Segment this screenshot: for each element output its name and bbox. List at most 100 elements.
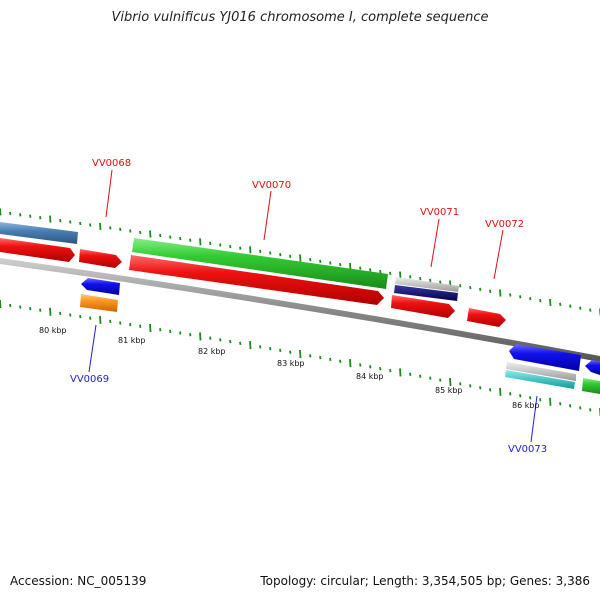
tick-mark — [9, 211, 12, 216]
tick-mark — [289, 254, 292, 258]
tick-mark — [389, 368, 392, 373]
tick-mark — [109, 319, 112, 324]
tick-mark — [359, 363, 362, 367]
tick-mark — [0, 299, 2, 309]
tick-mark — [509, 293, 512, 297]
tick-mark — [199, 238, 202, 246]
tick-mark — [339, 263, 342, 267]
cds-vv0068[interactable] — [79, 249, 122, 268]
callout-vv0071 — [430, 218, 440, 268]
gene-label-vv0071[interactable]: VV0071 — [420, 207, 459, 218]
tick-mark — [529, 297, 532, 301]
gene-label-vv0069[interactable]: VV0069 — [70, 374, 109, 385]
tick-mark — [59, 311, 62, 316]
tick-mark — [229, 244, 232, 249]
tick-mark — [189, 238, 192, 242]
tick-mark — [519, 394, 522, 398]
tick-mark — [409, 275, 412, 279]
cds-vv0069-blue[interactable] — [81, 278, 120, 295]
scale-label-81kbp: 81 kbp — [118, 336, 146, 345]
scale-label-82kbp: 82 kbp — [198, 347, 226, 356]
outer-tick-marks — [0, 208, 600, 316]
tick-mark — [409, 372, 412, 376]
tick-mark — [449, 377, 452, 387]
tick-mark — [259, 345, 262, 349]
tick-mark — [179, 236, 182, 241]
tick-mark — [79, 314, 82, 319]
scale-label-86kbp: 86 kbp — [512, 401, 540, 410]
scale-label-80kbp: 80 kbp — [39, 326, 67, 335]
cds-vv0073-grey[interactable] — [506, 362, 576, 381]
gene-label-vv0070[interactable]: VV0070 — [252, 180, 291, 191]
tick-mark — [269, 346, 272, 351]
cds-red-long[interactable] — [129, 255, 384, 305]
tick-mark — [209, 241, 212, 246]
tick-mark — [99, 315, 102, 324]
tick-mark — [549, 397, 552, 406]
tick-mark — [469, 285, 472, 290]
tick-mark — [249, 341, 252, 350]
tick-mark — [49, 307, 52, 316]
cds-vv0072[interactable] — [467, 308, 506, 327]
tick-mark — [139, 230, 142, 235]
cds-red-left[interactable] — [0, 238, 75, 262]
gene-label-vv0073[interactable]: VV0073 — [508, 444, 547, 455]
cds-green-right[interactable] — [582, 378, 600, 394]
genome-backbone — [0, 258, 600, 362]
tick-mark — [489, 388, 492, 392]
cds-steelblue-left[interactable] — [0, 222, 78, 244]
cds-vv0073-cyan[interactable] — [505, 370, 575, 389]
cds-vv0070[interactable] — [132, 238, 388, 289]
gene-label-vv0068[interactable]: VV0068 — [92, 158, 131, 169]
tick-mark — [439, 280, 442, 284]
tick-mark — [329, 261, 332, 265]
tick-mark — [369, 268, 372, 272]
tick-mark — [379, 367, 382, 371]
tick-mark — [59, 218, 62, 223]
tick-mark — [109, 226, 112, 230]
tick-mark — [319, 355, 322, 360]
tick-mark — [559, 402, 562, 406]
tick-mark — [459, 284, 462, 288]
tick-mark — [289, 350, 292, 354]
tick-mark — [429, 278, 432, 283]
tick-mark — [39, 308, 42, 312]
callout-vv0072 — [493, 229, 504, 280]
tick-mark — [479, 287, 482, 292]
tick-mark — [339, 359, 342, 363]
inner-tick-marks — [0, 299, 600, 417]
tick-mark — [49, 215, 52, 223]
tick-mark — [149, 323, 152, 333]
tick-mark — [219, 243, 222, 247]
tick-mark — [539, 298, 542, 303]
gene-label-vv0072[interactable]: VV0072 — [485, 219, 524, 230]
cds-grey-vv0071[interactable] — [395, 277, 459, 292]
tick-mark — [309, 354, 312, 358]
tick-mark — [149, 230, 152, 238]
tick-mark — [209, 336, 212, 340]
tick-mark — [399, 271, 402, 279]
tick-mark — [219, 338, 222, 342]
cds-vv0069-orange[interactable] — [80, 294, 118, 312]
cds-vv0073-blue[interactable] — [509, 344, 581, 371]
tick-mark — [569, 404, 572, 408]
callout-vv0068 — [105, 169, 113, 218]
tick-mark — [359, 266, 362, 270]
tick-mark — [299, 254, 302, 262]
cds-navy-vv0071[interactable] — [394, 285, 458, 301]
cds-blue-right[interactable] — [585, 360, 600, 375]
scale-label-83kbp: 83 kbp — [277, 359, 305, 368]
tick-mark — [369, 365, 372, 369]
tick-mark — [19, 213, 22, 217]
tick-mark — [429, 376, 432, 380]
tick-mark — [249, 246, 252, 254]
tick-mark — [509, 392, 512, 396]
tick-mark — [419, 374, 422, 378]
tick-mark — [469, 384, 472, 388]
tick-mark — [69, 220, 72, 224]
tick-mark — [199, 332, 202, 341]
tick-mark — [0, 208, 2, 216]
tick-mark — [589, 308, 592, 312]
cds-red-vv0071[interactable] — [391, 295, 455, 318]
callout-vv0070 — [263, 190, 272, 241]
